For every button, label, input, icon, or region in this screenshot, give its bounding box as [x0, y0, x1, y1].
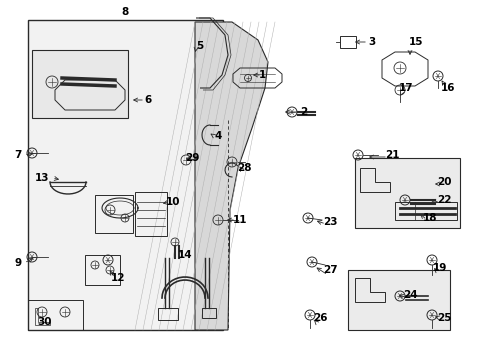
Polygon shape: [195, 22, 267, 330]
Text: 11: 11: [232, 215, 247, 225]
Text: 30: 30: [38, 317, 52, 327]
Bar: [158, 308, 178, 320]
Bar: [347, 270, 449, 330]
Text: 2: 2: [300, 107, 307, 117]
Text: 13: 13: [35, 173, 49, 183]
Bar: [394, 202, 456, 220]
Text: 8: 8: [121, 7, 128, 17]
Text: 23: 23: [322, 217, 337, 227]
Text: 6: 6: [144, 95, 151, 105]
Text: 14: 14: [177, 250, 192, 260]
Text: 3: 3: [367, 37, 375, 47]
Text: 26: 26: [312, 313, 326, 323]
Text: 4: 4: [214, 131, 221, 141]
Text: 16: 16: [440, 83, 454, 93]
Bar: [85, 255, 120, 285]
Bar: [32, 50, 128, 118]
Bar: [28, 20, 223, 330]
Text: 29: 29: [184, 153, 199, 163]
Text: 27: 27: [322, 265, 337, 275]
Text: 21: 21: [384, 150, 398, 160]
Text: 20: 20: [436, 177, 450, 187]
Text: 17: 17: [398, 83, 412, 93]
Bar: [354, 158, 459, 228]
Bar: [95, 195, 133, 233]
Text: 18: 18: [422, 213, 436, 223]
Text: 5: 5: [196, 41, 203, 51]
Text: 15: 15: [408, 37, 423, 47]
Text: 22: 22: [436, 195, 450, 205]
Text: 12: 12: [110, 273, 125, 283]
Bar: [28, 300, 83, 330]
Text: 28: 28: [236, 163, 251, 173]
Text: 19: 19: [432, 263, 446, 273]
Text: 7: 7: [14, 150, 21, 160]
Text: 10: 10: [165, 197, 180, 207]
Text: 25: 25: [436, 313, 450, 323]
Text: 9: 9: [15, 258, 21, 268]
Bar: [135, 192, 167, 236]
Bar: [202, 308, 216, 318]
Bar: [339, 36, 355, 48]
Text: 24: 24: [402, 290, 416, 300]
Text: 1: 1: [258, 70, 265, 80]
